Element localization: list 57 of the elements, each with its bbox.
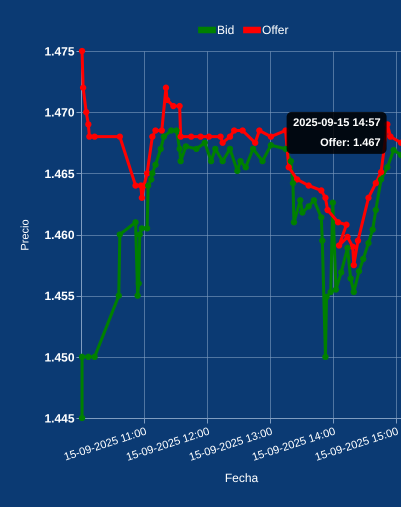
y-tick-label: 1.475 xyxy=(44,44,75,58)
point xyxy=(344,234,351,240)
point xyxy=(334,219,342,226)
y-tick-label: 1.465 xyxy=(44,166,75,181)
point xyxy=(350,244,356,250)
point xyxy=(268,133,274,140)
point xyxy=(350,262,357,268)
point xyxy=(91,133,98,140)
point xyxy=(152,127,159,134)
point xyxy=(116,133,123,140)
point xyxy=(354,237,362,244)
point xyxy=(294,176,300,183)
point xyxy=(343,222,350,228)
point xyxy=(132,182,139,189)
point xyxy=(85,121,92,128)
point xyxy=(378,168,384,176)
point xyxy=(226,133,234,140)
point xyxy=(387,133,394,140)
point xyxy=(306,182,312,189)
point xyxy=(80,84,86,91)
point xyxy=(372,180,379,186)
point xyxy=(144,170,150,176)
point xyxy=(197,133,204,140)
y-tick-label: 1.460 xyxy=(44,228,75,242)
point xyxy=(162,84,170,91)
y-tick-label: 1.445 xyxy=(44,412,75,426)
point xyxy=(217,133,224,140)
point xyxy=(365,194,372,201)
point xyxy=(178,133,184,140)
y-tick-label: 1.450 xyxy=(44,350,75,364)
point xyxy=(206,133,212,140)
point xyxy=(336,242,342,249)
point xyxy=(239,127,246,134)
point xyxy=(86,133,93,140)
point xyxy=(318,187,324,194)
point xyxy=(78,48,86,54)
point xyxy=(322,194,329,201)
point xyxy=(138,194,146,201)
legend-label: Bid xyxy=(217,23,234,37)
y-tick-label: 1.470 xyxy=(44,106,75,120)
annotation: 2025-09-15 14:57 Offer: 1.467 xyxy=(293,116,381,149)
legend-label: Offer xyxy=(262,23,288,37)
point xyxy=(219,140,226,146)
point xyxy=(256,127,263,134)
point xyxy=(176,102,183,110)
point xyxy=(170,102,176,110)
y-tick-label: 1.455 xyxy=(44,289,75,304)
point xyxy=(158,127,165,134)
point xyxy=(188,133,194,140)
point xyxy=(83,109,90,116)
x-axis-title: Fecha xyxy=(224,470,258,485)
y-axis-title: Precio xyxy=(19,219,32,251)
point xyxy=(286,164,292,170)
point xyxy=(252,140,258,146)
point xyxy=(149,133,156,140)
point xyxy=(231,127,238,134)
point xyxy=(324,206,331,214)
